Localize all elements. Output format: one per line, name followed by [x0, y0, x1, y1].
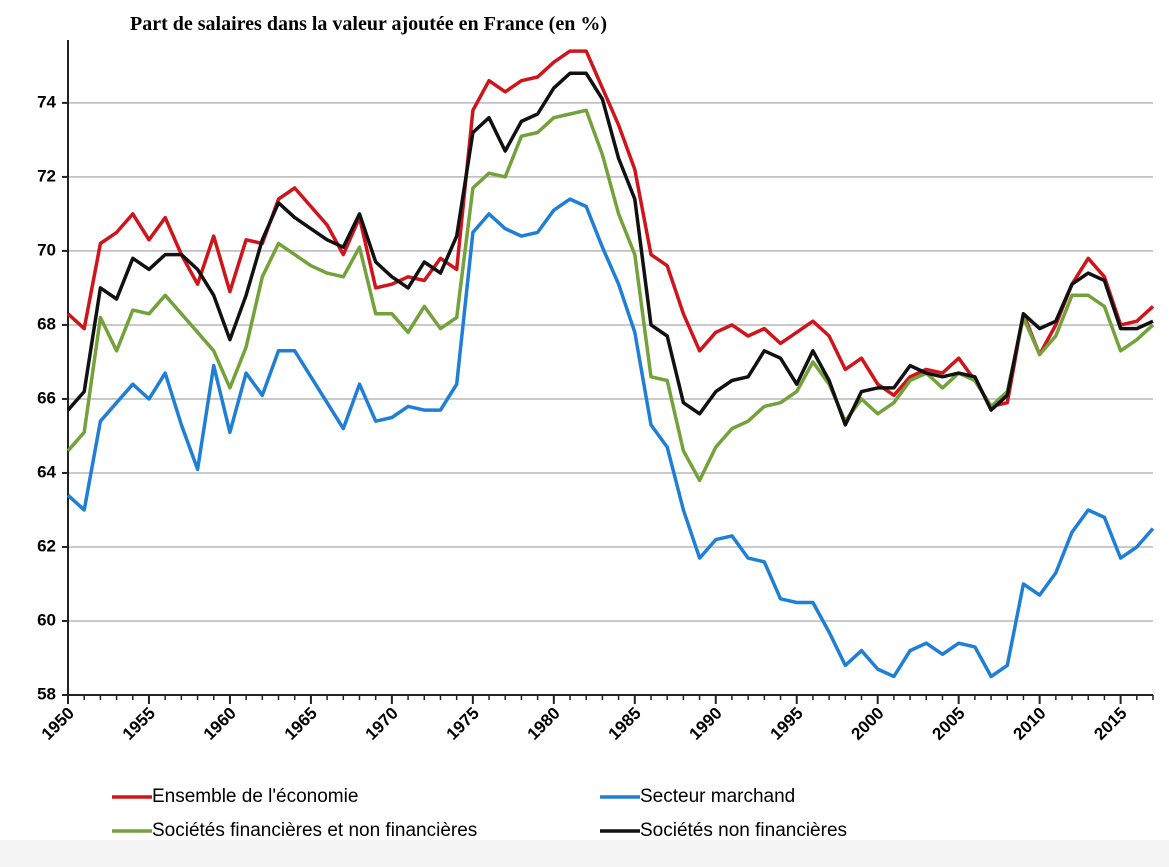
- x-tick-label: 2000: [848, 704, 888, 744]
- chart-title: Part de salaires dans la valeur ajoutée …: [130, 13, 607, 35]
- x-tick-label: 1985: [605, 704, 645, 744]
- series-line: [66, 108, 1155, 483]
- legend-label: Sociétés non financières: [640, 820, 847, 841]
- y-tick-label: 58: [37, 684, 56, 703]
- y-tick-label: 64: [37, 462, 56, 481]
- x-tick-label: 1970: [362, 704, 402, 744]
- x-tick-label: 1990: [686, 704, 726, 744]
- x-tick-label: 2005: [928, 704, 968, 744]
- x-tick-label: 1960: [200, 704, 240, 744]
- x-tick-label: 1965: [281, 704, 321, 744]
- y-tick-label: 66: [37, 388, 56, 407]
- y-tick-label: 72: [37, 166, 56, 185]
- x-tick-label: 2015: [1090, 704, 1130, 744]
- legend-label: Ensemble de l'économie: [152, 786, 358, 807]
- series-line: [66, 71, 1154, 427]
- x-tick-label: 1975: [443, 704, 483, 744]
- y-tick-label: 70: [37, 240, 56, 259]
- x-tick-label: 1950: [38, 704, 78, 744]
- legend-label: Secteur marchand: [640, 786, 795, 807]
- x-tick-label: 1980: [524, 704, 564, 744]
- y-tick-label: 68: [37, 314, 56, 333]
- x-tick-label: 1955: [119, 704, 159, 744]
- series-line: [66, 197, 1155, 679]
- x-tick-label: 2010: [1009, 704, 1049, 744]
- legend-label: Sociétés financières et non financières: [152, 820, 477, 841]
- series-line: [66, 49, 1155, 409]
- y-tick-label: 62: [37, 536, 56, 555]
- y-tick-label: 60: [37, 610, 56, 629]
- y-tick-label: 74: [37, 92, 56, 111]
- x-tick-label: 1995: [767, 704, 807, 744]
- footer-strip: [0, 840, 1169, 867]
